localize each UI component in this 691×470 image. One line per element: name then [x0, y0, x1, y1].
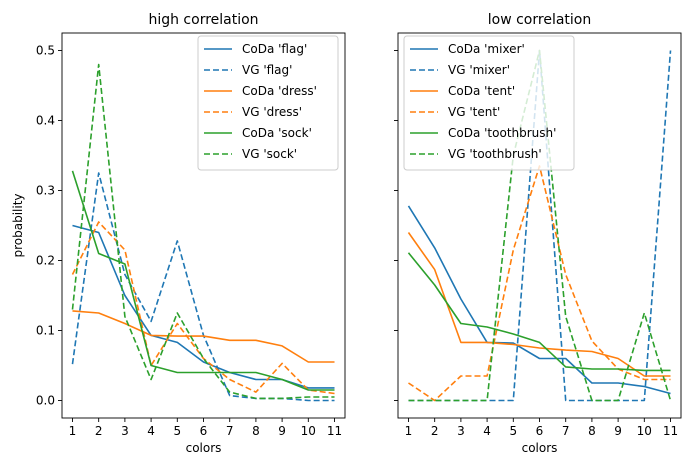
series-line-4 [408, 165, 671, 402]
x-tick-label: 2 [95, 424, 103, 438]
y-tick-label: 0.2 [36, 254, 55, 268]
legend-label: VG 'tent' [448, 105, 500, 119]
series-line-5 [71, 170, 335, 391]
series-line-5 [407, 252, 671, 372]
series-line-1 [407, 205, 671, 395]
x-tick-label: 4 [147, 424, 155, 438]
series-line-1 [72, 224, 335, 389]
x-tick-label: 6 [200, 424, 208, 438]
y-tick-label: 0.0 [36, 394, 55, 408]
legend-label: CoDa 'toothbrush' [448, 126, 556, 140]
x-tick-label: 1 [69, 424, 77, 438]
x-tick-label: 10 [637, 424, 652, 438]
x-tick-label: 1 [405, 424, 413, 438]
series-line-4 [71, 221, 335, 395]
x-tick-label: 5 [173, 424, 181, 438]
x-tick-label: 5 [509, 424, 517, 438]
y-tick-label: 0.4 [36, 114, 55, 128]
series-line-6 [71, 63, 335, 400]
x-tick-label: 2 [431, 424, 439, 438]
legend-label: VG 'toothbrush' [448, 147, 542, 161]
y-axis-label: probability [11, 193, 25, 257]
legend-box [197, 35, 339, 171]
legend: CoDa 'flag' VG 'flag' CoDa 'dress' VG 'dres… [197, 35, 339, 171]
x-tick-label: 7 [226, 424, 234, 438]
x-tick-label: 10 [301, 424, 316, 438]
x-tick-label: 9 [278, 424, 286, 438]
legend-label: CoDa 'mixer' [448, 42, 525, 56]
x-axis-label: colors [522, 441, 558, 455]
legend-label: VG 'mixer' [448, 63, 510, 77]
series-line-3 [407, 232, 671, 377]
legend-label: VG 'dress' [242, 105, 302, 119]
x-tick-label: 8 [588, 424, 596, 438]
chart-title: high correlation [148, 12, 258, 28]
legend-label: CoDa 'sock' [242, 126, 312, 140]
x-tick-label: 6 [536, 424, 544, 438]
panel-1: 1 2 3 4 5 6 7 8 9 10 11 0.0 0.1 0.2 0.3 0.4 0.5 high corr… [11, 12, 346, 455]
legend: CoDa 'mixer' VG 'mixer' CoDa 'tent' VG 'ten… [403, 35, 575, 171]
x-tick-label: 11 [327, 424, 342, 438]
series-line-2 [71, 172, 335, 402]
x-tick-label: 9 [614, 424, 622, 438]
legend-label: CoDa 'tent' [448, 84, 515, 98]
y-tick-label: 0.1 [36, 324, 55, 338]
x-tick-label: 7 [562, 424, 570, 438]
legend-label: VG 'flag' [242, 63, 292, 77]
x-tick-label: 3 [121, 424, 129, 438]
chart-title: low correlation [488, 12, 591, 28]
panel-2: 1 2 3 4 5 6 7 8 9 10 11 low correlation colors CoDa '… [394, 12, 682, 455]
x-tick-label: 11 [663, 424, 678, 438]
legend-label: CoDa 'dress' [242, 84, 317, 98]
y-tick-label: 0.5 [36, 44, 55, 58]
legend-label: CoDa 'flag' [242, 42, 307, 56]
y-tick-label: 0.3 [36, 184, 55, 198]
series-line-3 [72, 310, 335, 363]
legend-label: VG 'sock' [242, 147, 297, 161]
legend-box [403, 35, 575, 171]
series-group [71, 63, 335, 402]
x-axis-label: colors [186, 441, 222, 455]
x-tick-label: 8 [252, 424, 260, 438]
x-tick-label: 4 [483, 424, 491, 438]
x-tick-label: 3 [457, 424, 465, 438]
